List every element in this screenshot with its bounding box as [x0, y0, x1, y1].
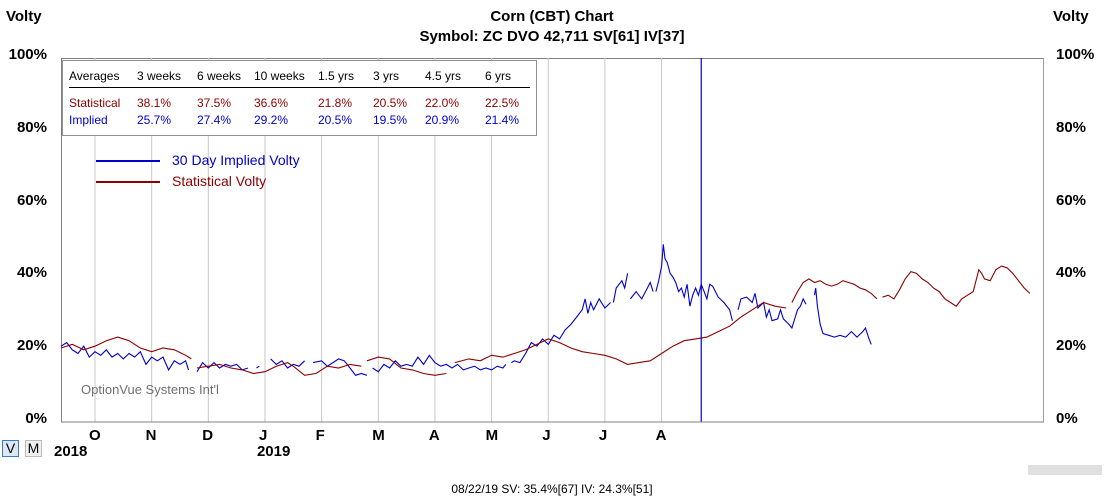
implied-volty-line [511, 297, 611, 364]
table-cell: 29.2% [254, 113, 289, 127]
table-header: Averages [69, 69, 137, 88]
y-tick-label: 100% [8, 46, 47, 63]
table-cell: 20.9% [425, 113, 460, 127]
y-tick-label: 20% [1056, 337, 1087, 355]
legend-swatch-implied [96, 160, 160, 163]
implied-volty-line [737, 293, 807, 330]
statistical-volty-line [60, 336, 192, 360]
x-tick-label: J [598, 427, 608, 444]
implied-volty-line [312, 358, 368, 376]
legend-swatch-statistical [96, 181, 160, 184]
y-tick-label: 60% [1056, 191, 1087, 209]
statistical-volty-line [882, 265, 1031, 307]
y-tick-label: 40% [16, 264, 47, 282]
year-label: 2018 [54, 443, 88, 460]
y-axis-title-left: Volty [6, 8, 42, 25]
legend-label-statistical: Statistical Volty [172, 173, 267, 189]
y-axis-title-right: Volty [1053, 8, 1089, 25]
x-tick-label: N [145, 427, 157, 444]
table-cell: 20.5% [373, 96, 408, 110]
x-tick-label: A [428, 427, 440, 444]
implied-volty-line [60, 341, 190, 372]
x-tick-label: O [88, 427, 101, 444]
table-cell: 21.4% [485, 113, 520, 127]
implied-volty-line [629, 281, 654, 300]
x-tick-label: F [315, 427, 325, 444]
table-cell: 22.0% [425, 96, 460, 110]
table-cell: 37.5% [197, 96, 232, 110]
m-view-toggle[interactable]: M [25, 440, 42, 457]
table-header: 10 weeks [254, 69, 318, 88]
horizontal-scrollbar[interactable] [1028, 465, 1102, 475]
table-cell: 21.8% [318, 96, 353, 110]
row-label-implied: Implied [69, 113, 108, 127]
table-header: 3 weeks [137, 69, 197, 88]
x-tick-label: M [485, 427, 499, 444]
implied-volty-line [813, 287, 872, 345]
table-cell: 20.5% [318, 113, 353, 127]
table-cell: 38.1% [137, 96, 172, 110]
series-lines [60, 244, 1031, 376]
table-header: 6 weeks [197, 69, 254, 88]
implied-volty-line [256, 365, 260, 369]
y-tick-label: 100% [1056, 46, 1095, 63]
legend-item-statistical: Statistical Volty [96, 173, 266, 189]
legend-label-implied: 30 Day Implied Volty [172, 152, 300, 168]
chart-subtitle: Symbol: ZC DVO 42,711 SV[61] IV[37] [419, 28, 685, 45]
volatility-view-toggle[interactable]: V [2, 440, 19, 457]
chart-title: Corn (CBT) Chart [490, 8, 614, 25]
implied-volty-line [372, 354, 507, 373]
implied-volty-line [655, 244, 733, 321]
statistical-volty-line [791, 278, 878, 303]
y-tick-label: 40% [1056, 264, 1087, 282]
plot-area[interactable] [61, 58, 1044, 422]
table-cell: 22.5% [485, 96, 520, 110]
table-cell: 25.7% [137, 113, 172, 127]
table-header: 6 yrs [485, 69, 530, 88]
status-bar: 08/22/19 SV: 35.4%[67] IV: 24.3%[51] [451, 482, 653, 496]
watermark-text: OptionVue Systems Int'l [81, 382, 219, 397]
statistical-volty-line [454, 301, 787, 365]
year-label: 2019 [256, 443, 291, 460]
averages-table: Averages 3 weeks 6 weeks 10 weeks 1.5 yr… [62, 60, 537, 136]
row-label-statistical: Statistical [69, 96, 121, 110]
statistical-volty-line [366, 356, 447, 376]
table-cell: 36.6% [254, 96, 289, 110]
x-tick-label: A [655, 427, 667, 444]
table-header: 3 yrs [373, 69, 425, 88]
implied-volty-line [612, 273, 629, 303]
x-tick-label: M [372, 427, 385, 444]
y-tick-label: 80% [16, 118, 47, 136]
x-tick-label: D [202, 427, 214, 444]
implied-volty-line [196, 361, 249, 372]
statistical-volty-line [196, 361, 362, 376]
y-tick-label: 20% [16, 337, 47, 355]
y-tick-label: 0% [25, 410, 47, 427]
x-tick-label: J [542, 427, 551, 444]
y-tick-label: 0% [1056, 410, 1078, 427]
y-tick-label: 60% [16, 191, 47, 209]
table-cell: 19.5% [373, 113, 408, 127]
y-tick-label: 80% [1056, 118, 1087, 136]
implied-volty-line [270, 358, 305, 369]
legend-item-implied: 30 Day Implied Volty [96, 152, 300, 168]
x-tick-label: J [258, 427, 268, 444]
table-header: 1.5 yrs [318, 69, 373, 88]
table-header: 4.5 yrs [425, 69, 485, 88]
table-cell: 27.4% [197, 113, 232, 127]
